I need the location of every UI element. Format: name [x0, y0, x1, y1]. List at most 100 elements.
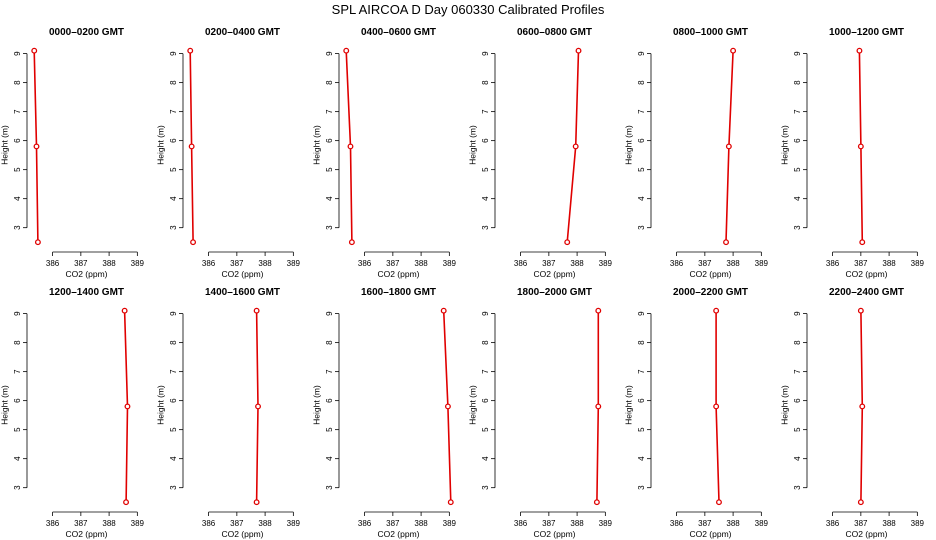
- y-tick-label: 7: [13, 369, 22, 374]
- y-tick-label: 9: [169, 51, 178, 56]
- profile-point: [33, 143, 40, 150]
- x-tick-label: 388: [102, 519, 116, 528]
- x-tick-label: 386: [826, 519, 840, 528]
- profile-point: [730, 47, 737, 54]
- y-tick-label: 5: [169, 427, 178, 432]
- profile-panel-1: 0000–0200 GMT 386 387 388 389 CO2 (ppm) 3 4 5 6 7 8…: [0, 27, 145, 279]
- profile-point: [593, 499, 600, 506]
- profile-panel-10: 1800–2000 GMT 386 387 388 389 CO2 (ppm) 3 4 5 6 7 8…: [467, 287, 612, 539]
- x-tick-label: 387: [230, 519, 244, 528]
- profile-point: [595, 307, 602, 314]
- profile-point: [725, 143, 732, 150]
- x-tick-label: 389: [599, 519, 613, 528]
- y-tick-label: 5: [169, 167, 178, 172]
- panel-title: 1800–2000 GMT: [517, 287, 592, 298]
- x-tick-label: 389: [911, 519, 925, 528]
- y-tick-label: 4: [325, 456, 334, 461]
- y-tick-label: 4: [13, 456, 22, 461]
- y-tick-label: 3: [325, 485, 334, 490]
- profile-point: [856, 47, 863, 54]
- x-tick-label: 386: [46, 519, 60, 528]
- y-tick-label: 3: [13, 225, 22, 230]
- profile-point: [716, 499, 722, 506]
- y-tick-label: 8: [13, 80, 22, 85]
- profile-point: [121, 307, 128, 314]
- panel-title: 0800–1000 GMT: [673, 27, 748, 38]
- y-tick-label: 3: [481, 485, 490, 490]
- y-tick-label: 5: [793, 427, 802, 432]
- y-tick-label: 3: [169, 225, 178, 230]
- profile-point: [857, 143, 864, 150]
- panel-title: 1000–1200 GMT: [829, 27, 904, 38]
- y-tick-label: 8: [325, 80, 334, 85]
- panel-title: 2000–2200 GMT: [673, 287, 748, 298]
- y-tick-label: 8: [793, 340, 802, 345]
- x-tick-label: 388: [726, 519, 740, 528]
- y-tick-label: 4: [793, 196, 802, 201]
- profile-panel-9: 1600–1800 GMT 386 387 388 389 CO2 (ppm) 3 4 5 6 7 8…: [311, 287, 456, 539]
- x-tick-label: 389: [443, 259, 457, 268]
- y-tick-label: 6: [325, 138, 334, 143]
- x-tick-label: 388: [258, 519, 272, 528]
- y-tick-label: 9: [793, 51, 802, 56]
- y-tick-label: 6: [637, 138, 646, 143]
- x-tick-label: 387: [386, 259, 400, 268]
- x-tick-label: 387: [854, 519, 868, 528]
- y-tick-label: 7: [13, 109, 22, 114]
- profile-point: [440, 307, 447, 314]
- profile-panel-3: 0400–0600 GMT 386 387 388 389 CO2 (ppm) 3 4 5 6 7 8…: [311, 27, 456, 279]
- y-tick-label: 3: [481, 225, 490, 230]
- x-tick-label: 389: [599, 259, 613, 268]
- y-tick-label: 9: [637, 51, 646, 56]
- profile-panel-12: 2200–2400 GMT 386 387 388 389 CO2 (ppm) 3 4 5 6 7 8…: [779, 287, 924, 539]
- y-axis-label: Height (m): [467, 125, 477, 165]
- y-tick-label: 8: [637, 340, 646, 345]
- y-axis-label: Height (m): [779, 385, 789, 425]
- y-tick-label: 9: [13, 311, 22, 316]
- profile-point: [253, 307, 260, 314]
- x-axis-label: CO2 (ppm): [533, 529, 575, 539]
- x-axis-label: CO2 (ppm): [221, 529, 263, 539]
- profile-point: [190, 239, 197, 246]
- x-tick-label: 389: [287, 259, 301, 268]
- x-axis-label: CO2 (ppm): [65, 529, 107, 539]
- y-tick-label: 8: [13, 340, 22, 345]
- y-tick-label: 6: [793, 138, 802, 143]
- y-tick-label: 7: [481, 369, 490, 374]
- x-tick-label: 389: [911, 259, 925, 268]
- y-axis-label: Height (m): [0, 385, 9, 425]
- x-tick-label: 386: [514, 259, 528, 268]
- panel-title: 0200–0400 GMT: [205, 27, 280, 38]
- x-tick-label: 386: [514, 519, 528, 528]
- x-tick-label: 389: [755, 519, 769, 528]
- y-axis-label: Height (m): [155, 385, 165, 425]
- x-tick-label: 386: [670, 259, 684, 268]
- x-axis-label: CO2 (ppm): [845, 529, 887, 539]
- panel-title: 0000–0200 GMT: [49, 27, 124, 38]
- y-tick-label: 5: [637, 167, 646, 172]
- y-tick-label: 7: [793, 109, 802, 114]
- x-tick-label: 387: [698, 259, 712, 268]
- x-tick-label: 386: [202, 519, 216, 528]
- y-tick-label: 9: [325, 51, 334, 56]
- x-tick-label: 388: [414, 519, 428, 528]
- x-tick-label: 388: [570, 259, 584, 268]
- y-tick-label: 6: [793, 398, 802, 403]
- x-tick-label: 386: [46, 259, 60, 268]
- y-tick-label: 7: [637, 109, 646, 114]
- y-tick-label: 4: [481, 196, 490, 201]
- y-tick-label: 9: [637, 311, 646, 316]
- y-axis-label: Height (m): [779, 125, 789, 165]
- x-tick-label: 389: [131, 519, 145, 528]
- y-tick-label: 9: [13, 51, 22, 56]
- y-tick-label: 8: [325, 340, 334, 345]
- y-tick-label: 6: [481, 138, 490, 143]
- y-tick-label: 9: [481, 311, 490, 316]
- y-tick-label: 6: [637, 398, 646, 403]
- panel-title: 1600–1800 GMT: [361, 287, 436, 298]
- y-tick-label: 8: [481, 340, 490, 345]
- profile-point: [255, 403, 261, 410]
- y-tick-label: 7: [325, 109, 334, 114]
- y-axis-label: Height (m): [0, 125, 9, 165]
